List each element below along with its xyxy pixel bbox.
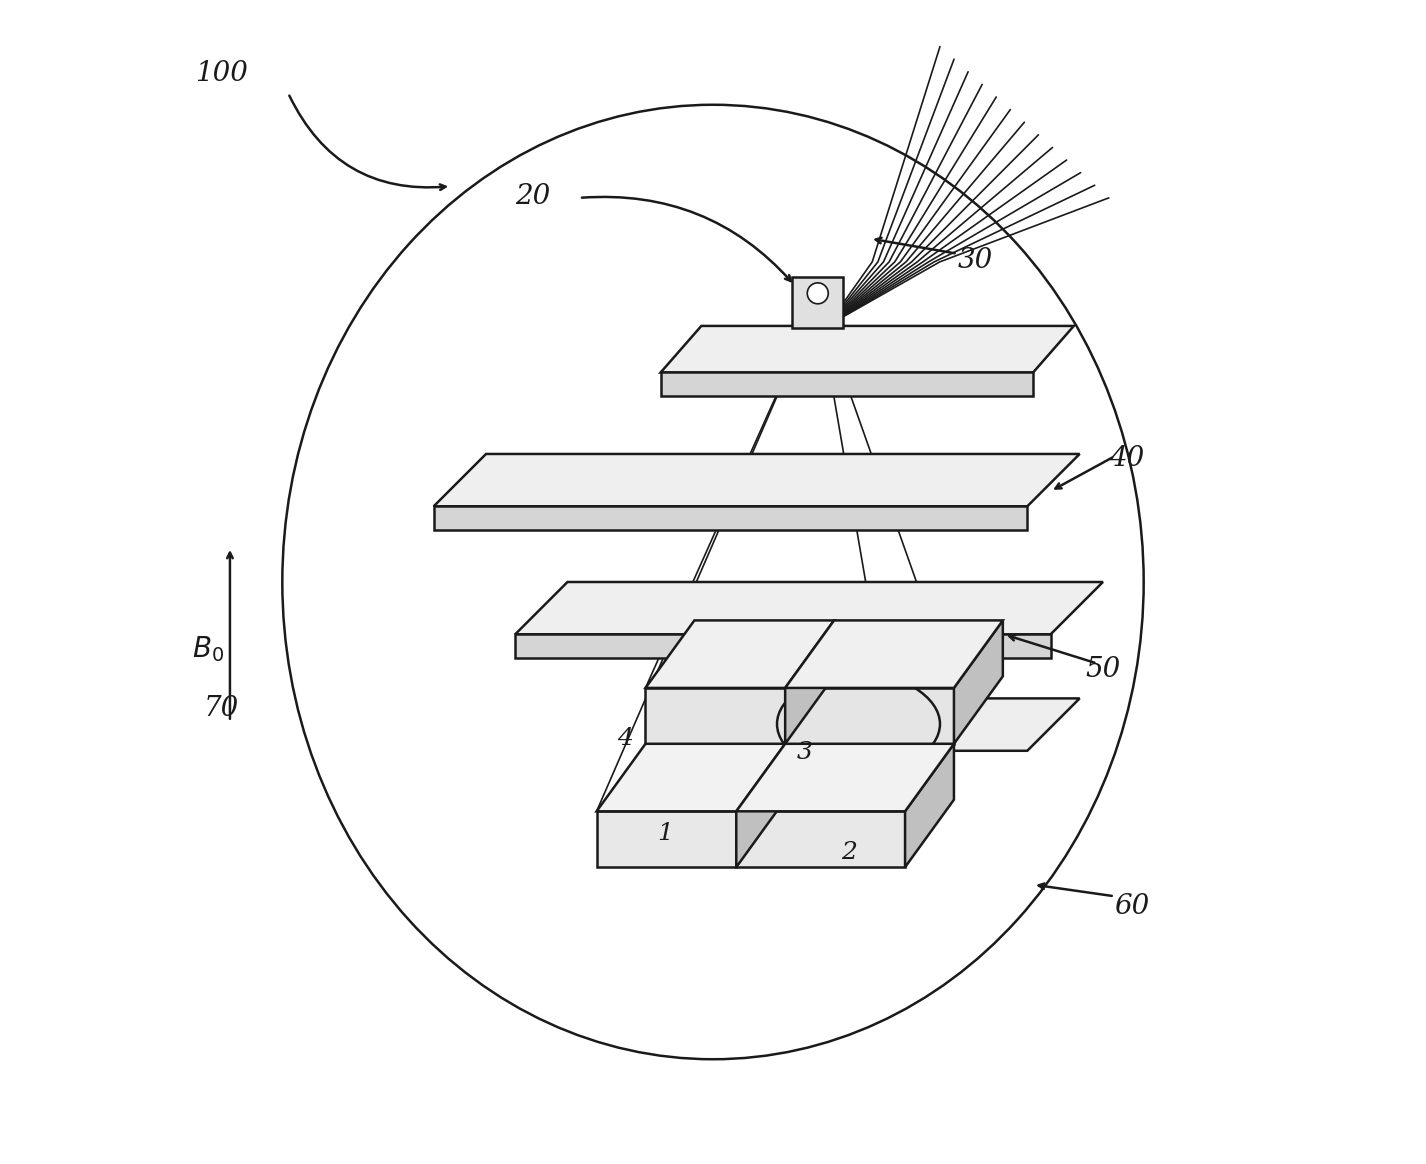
Polygon shape xyxy=(736,811,906,867)
Text: 30: 30 xyxy=(957,247,992,274)
Text: 100: 100 xyxy=(195,61,248,87)
Circle shape xyxy=(807,283,829,304)
Text: 1: 1 xyxy=(657,823,673,845)
Text: 50: 50 xyxy=(1085,656,1121,683)
Polygon shape xyxy=(660,372,1032,396)
Polygon shape xyxy=(786,620,834,744)
Polygon shape xyxy=(596,744,786,811)
Polygon shape xyxy=(596,811,736,867)
Polygon shape xyxy=(434,454,1079,506)
Polygon shape xyxy=(660,326,1074,372)
Polygon shape xyxy=(786,688,954,744)
Polygon shape xyxy=(736,744,954,811)
Text: 4: 4 xyxy=(617,728,633,750)
Text: 40: 40 xyxy=(1109,445,1144,471)
Polygon shape xyxy=(515,634,1051,658)
Polygon shape xyxy=(515,582,1102,634)
Polygon shape xyxy=(786,620,1002,688)
Polygon shape xyxy=(954,620,1002,744)
Text: 20: 20 xyxy=(515,183,550,210)
Text: 3: 3 xyxy=(797,741,813,764)
Polygon shape xyxy=(434,506,1027,530)
Text: $B_0$: $B_0$ xyxy=(191,634,224,665)
Polygon shape xyxy=(793,277,843,328)
Text: 60: 60 xyxy=(1115,893,1149,920)
Polygon shape xyxy=(736,744,786,867)
Polygon shape xyxy=(906,744,954,867)
Polygon shape xyxy=(643,698,1079,751)
Polygon shape xyxy=(646,620,834,688)
Polygon shape xyxy=(646,688,786,744)
Text: 70: 70 xyxy=(202,695,238,722)
Text: 2: 2 xyxy=(841,842,857,864)
